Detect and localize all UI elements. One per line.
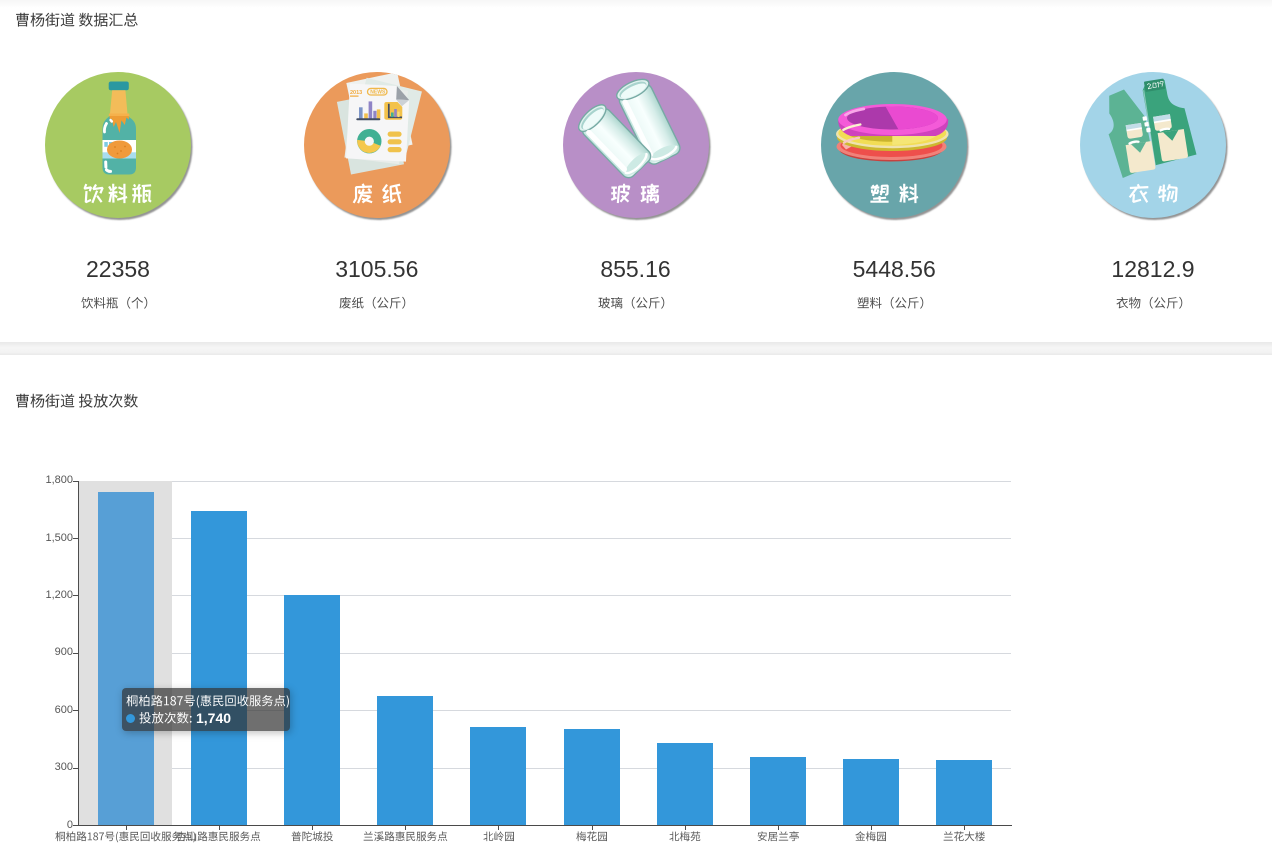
svg-text:NEWS: NEWS [370, 90, 386, 96]
svg-text:2013: 2013 [350, 90, 362, 96]
